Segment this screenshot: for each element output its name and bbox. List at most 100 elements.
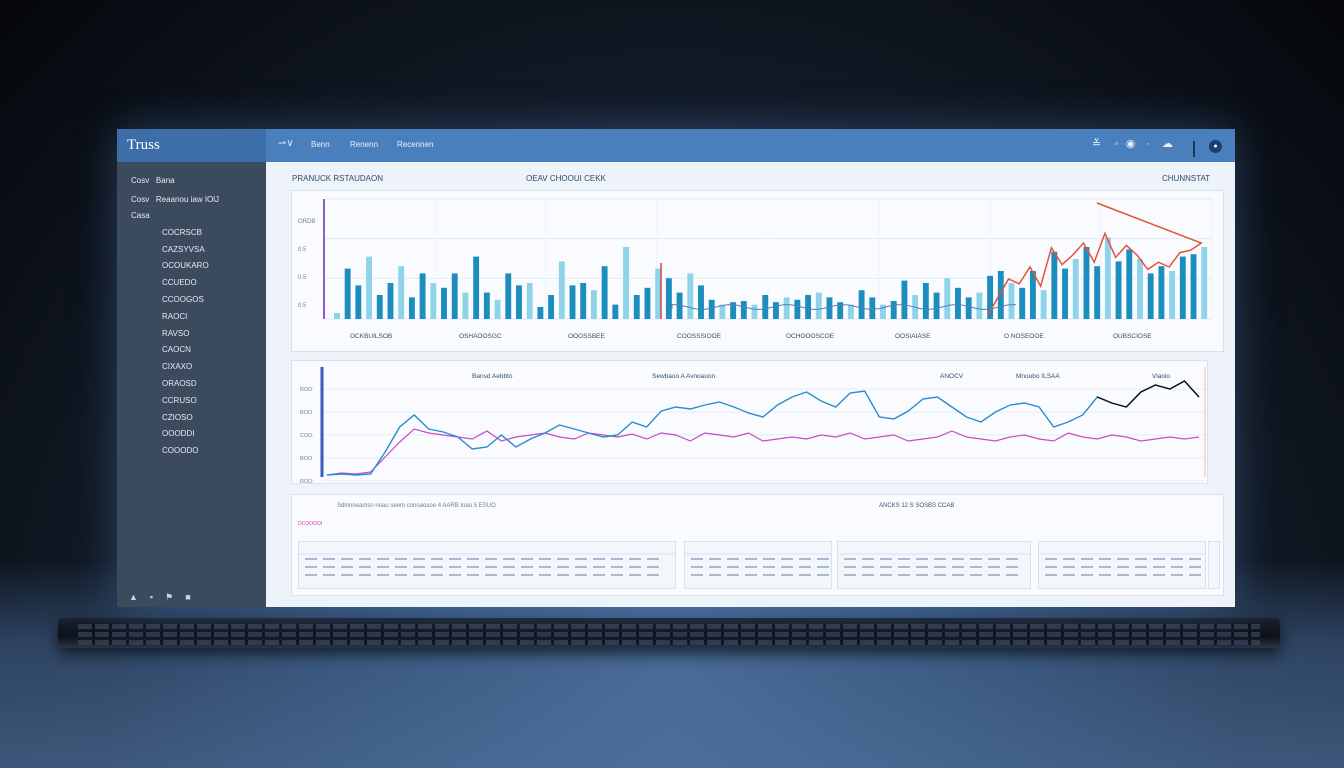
mini-table (685, 553, 831, 576)
flag-icon[interactable]: ⚑ (165, 592, 186, 602)
series-line (326, 428, 1200, 476)
sidebar-item[interactable]: COCRSCB (162, 227, 203, 237)
cell-placeholder (1099, 566, 1111, 568)
bar (1169, 271, 1176, 319)
bar (826, 297, 833, 319)
chart1-right-title: CHUNNSTAT (1162, 174, 1211, 183)
cell-placeholder (745, 574, 757, 576)
cell-placeholder (395, 574, 407, 576)
mini-table (1039, 553, 1205, 576)
keyboard (58, 618, 1280, 648)
sidebar-item[interactable]: CCUEDO (162, 278, 197, 288)
chart1-left-title: PRANUCK RSTAUDAON (292, 174, 383, 183)
cell-placeholder (970, 574, 982, 576)
bar (483, 292, 490, 319)
cell-placeholder (763, 558, 775, 560)
tag-label: DCOOOOI (298, 521, 323, 527)
cell-placeholder (1171, 566, 1183, 568)
cell-placeholder (880, 566, 892, 568)
bar (815, 292, 822, 319)
cell-placeholder (988, 558, 1000, 560)
cell-placeholder (467, 558, 479, 560)
cell-placeholder (1006, 574, 1018, 576)
sidebar-item[interactable]: COOODO (162, 446, 199, 456)
cell-placeholder (1081, 558, 1093, 560)
cell-placeholder (727, 558, 739, 560)
sidebar-item[interactable]: OCOUKARO (162, 261, 209, 271)
bar (1115, 261, 1122, 319)
cloud-icon[interactable]: ☁ (1162, 138, 1173, 150)
cell-placeholder (557, 566, 569, 568)
y-tick-label: ORDB (298, 219, 315, 225)
sidebar-item[interactable]: CAOCN (162, 345, 191, 355)
user-avatar-icon[interactable]: ● (1209, 140, 1222, 153)
lock-icon[interactable]: ▪ (149, 592, 166, 602)
cell-placeholder (988, 574, 1000, 576)
cell-placeholder (781, 574, 793, 576)
bell-icon[interactable]: ▲ (129, 592, 150, 602)
sidebar: Truss Cosv Bana Cosv Reaanou iaw IOlJ Ca… (117, 129, 266, 607)
cell-placeholder (431, 574, 443, 576)
cell-placeholder (341, 558, 353, 560)
table-card[interactable] (684, 541, 832, 589)
y-tick-label: 0.5 (298, 303, 307, 309)
cell-placeholder (1081, 566, 1093, 568)
cell-placeholder (817, 558, 829, 560)
cell-placeholder (1117, 574, 1129, 576)
sidebar-item[interactable]: OOODDI (162, 429, 195, 439)
bar (1104, 237, 1111, 319)
series-label: Bansd Aebbto (472, 373, 513, 380)
sidebar-item[interactable]: CIXAXO (162, 362, 193, 372)
scroll-column[interactable] (1208, 541, 1220, 589)
cell-placeholder (611, 574, 623, 576)
cell-placeholder (503, 574, 515, 576)
sidebar-item[interactable]: RAOCI (162, 311, 188, 321)
bar (601, 266, 608, 319)
menu-icon[interactable]: ≚ (1091, 138, 1102, 150)
cell-placeholder (305, 566, 317, 568)
sidebar-item[interactable]: RAVSO (162, 328, 190, 338)
bar (740, 301, 747, 319)
sidebar-item[interactable]: CCOOGOS (162, 295, 204, 304)
cell-placeholder (359, 558, 371, 560)
cell-placeholder (1135, 574, 1147, 576)
table-card[interactable] (1038, 541, 1206, 589)
nav-item-2[interactable]: Renenn (350, 140, 379, 149)
sidebar-subheader-left: Cosv (131, 195, 150, 204)
cell-placeholder (341, 566, 353, 568)
bar (441, 287, 447, 319)
info-icon[interactable]: · (1146, 138, 1151, 150)
sidebar-item[interactable]: CZIOSO (162, 412, 193, 422)
cell-placeholder (952, 566, 964, 568)
cell-placeholder (799, 558, 811, 560)
sidebar-item[interactable]: CCRUSO (162, 395, 197, 405)
x-tick-label: O NOSEOOE (1004, 333, 1044, 340)
cell-placeholder (593, 558, 605, 560)
series-label: Sewbaoo A Avnoauon (652, 373, 716, 380)
cell-placeholder (916, 558, 928, 560)
cell-placeholder (377, 558, 389, 560)
bar (398, 266, 405, 319)
sidebar-item[interactable]: Casa (131, 211, 150, 220)
bar (719, 304, 726, 319)
y-tick-label: ROO (300, 387, 313, 393)
cell-placeholder (727, 566, 739, 568)
x-tick-label: OCKBUILSOB (350, 333, 392, 340)
table-card[interactable] (298, 541, 676, 589)
sidebar-item[interactable]: CAZSYVSA (162, 244, 205, 254)
cell-placeholder (647, 566, 659, 568)
chat-icon[interactable]: ■ (185, 592, 203, 602)
bar (612, 304, 619, 319)
cell-placeholder (1045, 574, 1057, 576)
table-card[interactable] (837, 541, 1031, 589)
app-mark-icon[interactable]: ⇀∨ (278, 138, 294, 149)
nav-item-3[interactable]: Recennen (397, 140, 434, 149)
brand-logo[interactable]: Truss (117, 129, 266, 162)
chart-icon[interactable]: ◦ (1114, 138, 1119, 150)
cell-placeholder (1153, 574, 1165, 576)
settings-icon[interactable]: ◉ (1125, 138, 1136, 150)
nav-item-1[interactable]: Benn (311, 140, 330, 149)
bar (387, 283, 394, 319)
sidebar-item[interactable]: ORAOSD (162, 379, 197, 388)
y-tick-label: BOO (300, 410, 313, 416)
